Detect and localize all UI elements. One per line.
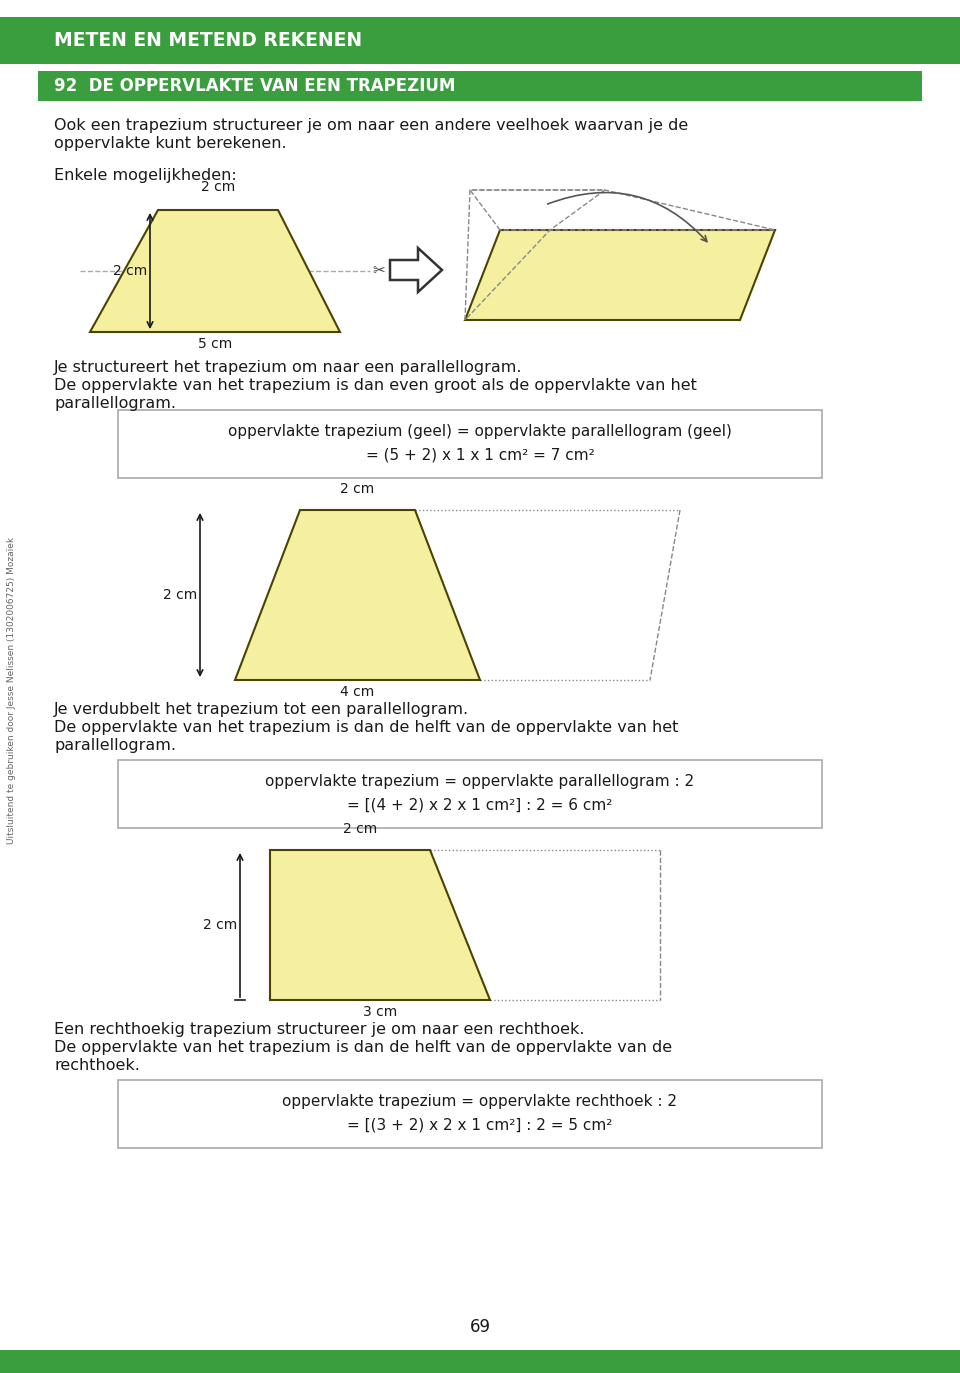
Text: 5 cm: 5 cm [198,336,232,351]
Text: 69: 69 [469,1318,491,1336]
Text: Ook een trapezium structureer je om naar een andere veelhoek waarvan je de: Ook een trapezium structureer je om naar… [54,118,688,133]
Bar [118,411,822,478]
Text: De oppervlakte van het trapezium is dan even groot als de oppervlakte van het: De oppervlakte van het trapezium is dan … [54,378,697,393]
Text: oppervlakte trapezium = oppervlakte parallellogram : 2: oppervlakte trapezium = oppervlakte para… [265,774,695,789]
Text: 2 cm: 2 cm [163,588,197,601]
Text: Uitsluitend te gebruiken door Jesse Nelissen (1302006725) Mozaïek: Uitsluitend te gebruiken door Jesse Neli… [8,537,16,843]
Polygon shape [465,231,775,320]
Bar [0,16,960,65]
Text: 92  DE OPPERVLAKTE VAN EEN TRAPEZIUM: 92 DE OPPERVLAKTE VAN EEN TRAPEZIUM [54,77,455,95]
Text: 4 cm: 4 cm [340,685,374,699]
Polygon shape [90,210,340,332]
Text: 2 cm: 2 cm [343,822,377,836]
Text: 3 cm: 3 cm [363,1005,397,1019]
Bar [38,71,922,102]
Text: ✂: ✂ [372,264,385,279]
Text: 2 cm: 2 cm [340,482,374,496]
Text: parallellogram.: parallellogram. [54,395,176,411]
Text: De oppervlakte van het trapezium is dan de helft van de oppervlakte van het: De oppervlakte van het trapezium is dan … [54,719,679,735]
Text: = (5 + 2) x 1 x 1 cm² = 7 cm²: = (5 + 2) x 1 x 1 cm² = 7 cm² [366,448,594,463]
Text: Enkele mogelijkheden:: Enkele mogelijkheden: [54,168,237,183]
Polygon shape [390,249,442,292]
Text: oppervlakte trapezium (geel) = oppervlakte parallellogram (geel): oppervlakte trapezium (geel) = oppervlak… [228,424,732,439]
Text: rechthoek.: rechthoek. [54,1059,140,1074]
Text: 2 cm: 2 cm [203,919,237,932]
Text: oppervlakte trapezium = oppervlakte rechthoek : 2: oppervlakte trapezium = oppervlakte rech… [282,1094,678,1109]
Text: 2 cm: 2 cm [201,180,235,194]
Text: oppervlakte kunt berekenen.: oppervlakte kunt berekenen. [54,136,287,151]
Text: 2 cm: 2 cm [112,264,147,277]
Text: = [(4 + 2) x 2 x 1 cm²] : 2 = 6 cm²: = [(4 + 2) x 2 x 1 cm²] : 2 = 6 cm² [348,798,612,813]
Text: = [(3 + 2) x 2 x 1 cm²] : 2 = 5 cm²: = [(3 + 2) x 2 x 1 cm²] : 2 = 5 cm² [348,1118,612,1133]
Text: Je verdubbelt het trapezium tot een parallellogram.: Je verdubbelt het trapezium tot een para… [54,702,469,717]
Bar [0,1350,960,1373]
Bar [118,761,822,828]
Bar [118,1081,822,1148]
Text: parallellogram.: parallellogram. [54,739,176,752]
Text: Een rechthoekig trapezium structureer je om naar een rechthoek.: Een rechthoekig trapezium structureer je… [54,1022,585,1037]
Text: METEN EN METEND REKENEN: METEN EN METEND REKENEN [54,32,362,51]
Text: De oppervlakte van het trapezium is dan de helft van de oppervlakte van de: De oppervlakte van het trapezium is dan … [54,1039,672,1054]
Polygon shape [235,509,480,680]
Polygon shape [270,850,490,1000]
Text: Je structureert het trapezium om naar een parallellogram.: Je structureert het trapezium om naar ee… [54,360,522,375]
